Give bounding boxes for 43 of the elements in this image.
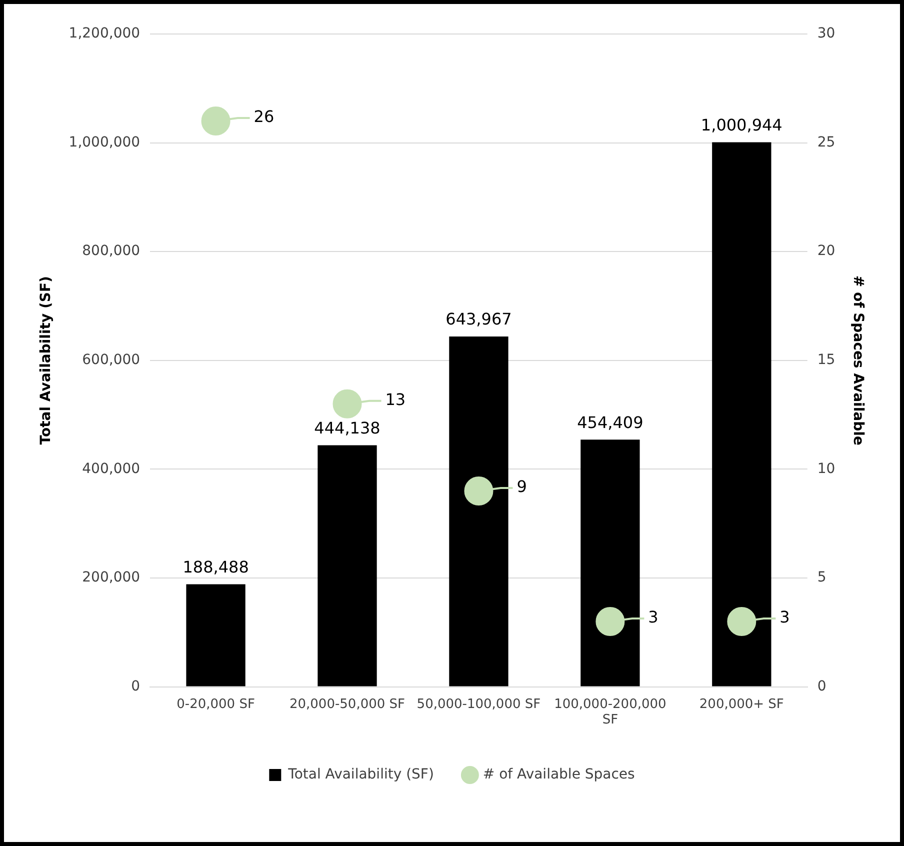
y-tick-label: 1,200,000 <box>68 26 140 42</box>
point <box>332 389 362 418</box>
legend-label: # of Available Spaces <box>482 766 635 783</box>
bar <box>186 584 246 686</box>
y2-tick-label: 20 <box>817 243 836 260</box>
data-label: 13 <box>385 390 406 410</box>
point <box>464 476 494 506</box>
x-tick-label: 50,000-100,000 SF <box>416 696 541 712</box>
y2-axis-title: # of Spaces Available <box>850 275 866 446</box>
data-label: 444,138 <box>314 418 380 438</box>
point <box>727 607 756 636</box>
y2-tick-label: 30 <box>817 26 836 42</box>
y-tick-label: 1,000,000 <box>68 134 140 150</box>
y2-tick-label: 5 <box>817 570 826 586</box>
point <box>596 607 625 636</box>
data-label: 454,409 <box>577 412 644 432</box>
x-tick-label: 20,000-50,000 SF <box>289 696 406 712</box>
data-label: 3 <box>780 608 790 627</box>
y2-tick-label: 15 <box>817 352 836 368</box>
y-tick-label: 0 <box>131 678 140 694</box>
legend-label: Total Availability (SF) <box>287 766 434 783</box>
point <box>201 106 230 136</box>
y-tick-label: 800,000 <box>82 243 140 260</box>
y-axis-title: Total Availability (SF) <box>38 276 54 445</box>
bar <box>712 142 772 686</box>
data-label: 643,967 <box>446 310 512 329</box>
y2-tick-label: 10 <box>817 460 836 477</box>
bar <box>449 336 508 686</box>
bar <box>580 440 640 686</box>
y2-tick-label: 25 <box>817 134 836 150</box>
bar <box>318 445 377 686</box>
y-tick-label: 200,000 <box>82 570 140 586</box>
x-tick-label: 0-20,000 SF <box>176 696 255 712</box>
data-label: 9 <box>516 477 527 496</box>
x-tick-label: 100,000-200,000 SF <box>554 696 666 728</box>
data-label: 26 <box>254 107 274 126</box>
y-tick-label: 600,000 <box>82 352 140 368</box>
data-label: 3 <box>648 608 658 627</box>
data-label: 1,000,944 <box>700 115 782 134</box>
x-tick-label: 200,000+ SF <box>699 696 784 712</box>
y2-tick-label: 0 <box>817 678 826 694</box>
data-label: 188,488 <box>182 557 249 576</box>
y-tick-label: 400,000 <box>82 460 140 477</box>
